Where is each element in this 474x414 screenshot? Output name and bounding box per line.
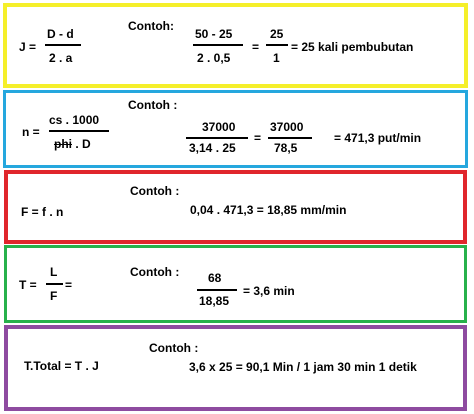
formula-lhs: J = <box>19 40 37 54</box>
formula-numerator: L <box>50 265 58 279</box>
formula-denominator: 2 . a <box>49 51 73 65</box>
formula-numerator: D - d <box>47 27 74 41</box>
fraction-bar <box>197 289 237 291</box>
fraction-bar <box>266 44 288 46</box>
formula-lhs: n = <box>22 125 40 139</box>
formula: T.Total = T . J <box>24 359 99 373</box>
equals-sign: = <box>254 131 262 145</box>
formula-denominator: F <box>50 289 58 303</box>
example-result: = 25 kali pembubutan <box>291 40 414 54</box>
example-label: Contoh : <box>149 341 199 355</box>
example-denominator: 3,14 . 25 <box>189 141 236 155</box>
denominator-rest: . D <box>75 137 91 151</box>
formula: F = f . n <box>21 205 64 219</box>
formula-box-spindle-speed: n = cs . 1000 phi . D Contoh : 37000 3,1… <box>3 90 468 168</box>
intermediate-numerator: 25 <box>270 27 284 41</box>
intermediate-numerator: 37000 <box>270 120 304 134</box>
example-label: Contoh : <box>128 98 178 112</box>
formula-box-machining-time: T = L F = Contoh : 68 18,85 = 3,6 min <box>4 245 467 323</box>
formula-denominator: phi . D <box>54 137 91 151</box>
fraction-bar <box>49 130 109 132</box>
example-label: Contoh: <box>128 19 174 33</box>
example-numerator: 50 - 25 <box>195 27 233 41</box>
example-result: = 471,3 put/min <box>334 131 422 145</box>
fraction-bar <box>45 44 81 46</box>
example-label: Contoh : <box>130 265 180 279</box>
fraction-bar <box>268 137 312 139</box>
fraction-bar <box>46 283 63 285</box>
fraction-bar <box>186 137 248 139</box>
formula-box-feed-rate: F = f . n Contoh : 0,04 . 471,3 = 18,85 … <box>4 170 467 244</box>
example-calculation: 3,6 x 25 = 90,1 Min / 1 jam 30 min 1 det… <box>189 360 417 374</box>
example-calculation: 0,04 . 471,3 = 18,85 mm/min <box>190 203 347 217</box>
formula-box-total-time: T.Total = T . J Contoh : 3,6 x 25 = 90,1… <box>4 325 467 411</box>
formula-box-turning-count: J = D - d 2 . a Contoh: 50 - 25 2 . 0,5 … <box>3 3 468 88</box>
formula-lhs: T = <box>19 278 37 292</box>
intermediate-denominator: 1 <box>273 51 280 65</box>
equals-sign: = <box>252 40 260 54</box>
fraction-bar <box>193 44 243 46</box>
example-result: = 3,6 min <box>243 284 295 298</box>
example-denominator: 18,85 <box>199 294 230 308</box>
formula-tail: = <box>65 278 73 292</box>
intermediate-denominator: 78,5 <box>274 141 298 155</box>
struck-symbol: phi <box>54 137 72 151</box>
example-numerator: 68 <box>208 271 222 285</box>
example-label: Contoh : <box>130 184 180 198</box>
example-numerator: 37000 <box>202 120 236 134</box>
formula-numerator: cs . 1000 <box>49 113 100 127</box>
example-denominator: 2 . 0,5 <box>197 51 231 65</box>
